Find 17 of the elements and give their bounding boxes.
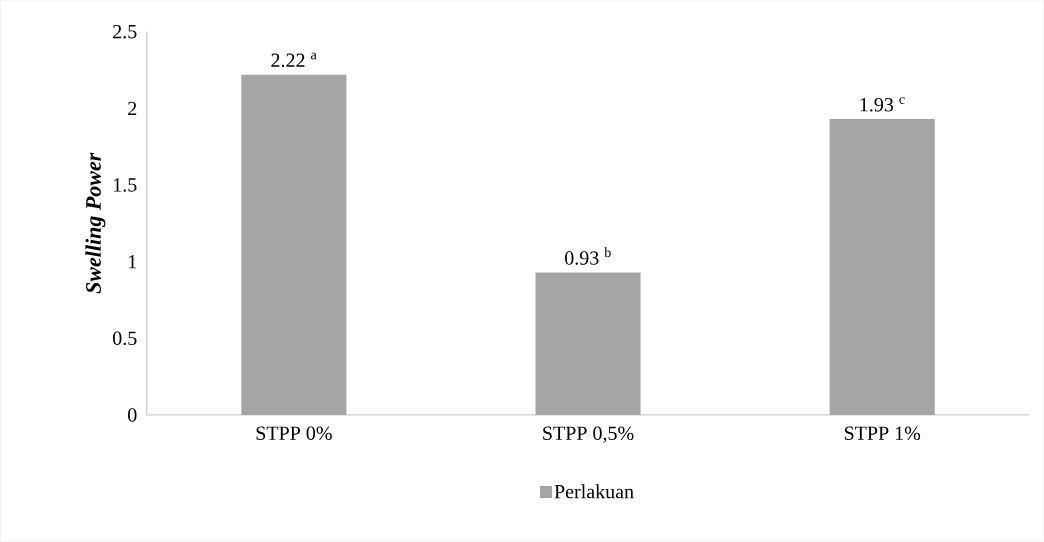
bar bbox=[241, 74, 347, 416]
data-label: 1.93 $^{c}$ bbox=[860, 97, 905, 112]
y-tick-label: 0 bbox=[128, 408, 137, 422]
data-label: 2.22 $^{a}$ bbox=[271, 52, 317, 68]
y-tick-label: 2 bbox=[128, 101, 137, 116]
data-label: 0.93 $^{b}$ bbox=[565, 247, 611, 265]
y-tick-label: 1 bbox=[129, 255, 137, 269]
y-tick-label: 1.5 bbox=[114, 178, 137, 192]
bar bbox=[829, 119, 935, 416]
x-tick-label: STPP 0% bbox=[256, 426, 332, 441]
x-tick-label: STPP 0,5% bbox=[543, 426, 634, 443]
legend-label: Perlakuan bbox=[554, 484, 634, 499]
y-axis-title: Swelling Power bbox=[85, 152, 106, 294]
x-tick-label: STPP 1% bbox=[844, 426, 921, 441]
bar bbox=[535, 272, 641, 416]
y-tick-label: 2.5 bbox=[113, 25, 137, 39]
y-tick-label: 0.5 bbox=[113, 331, 137, 346]
